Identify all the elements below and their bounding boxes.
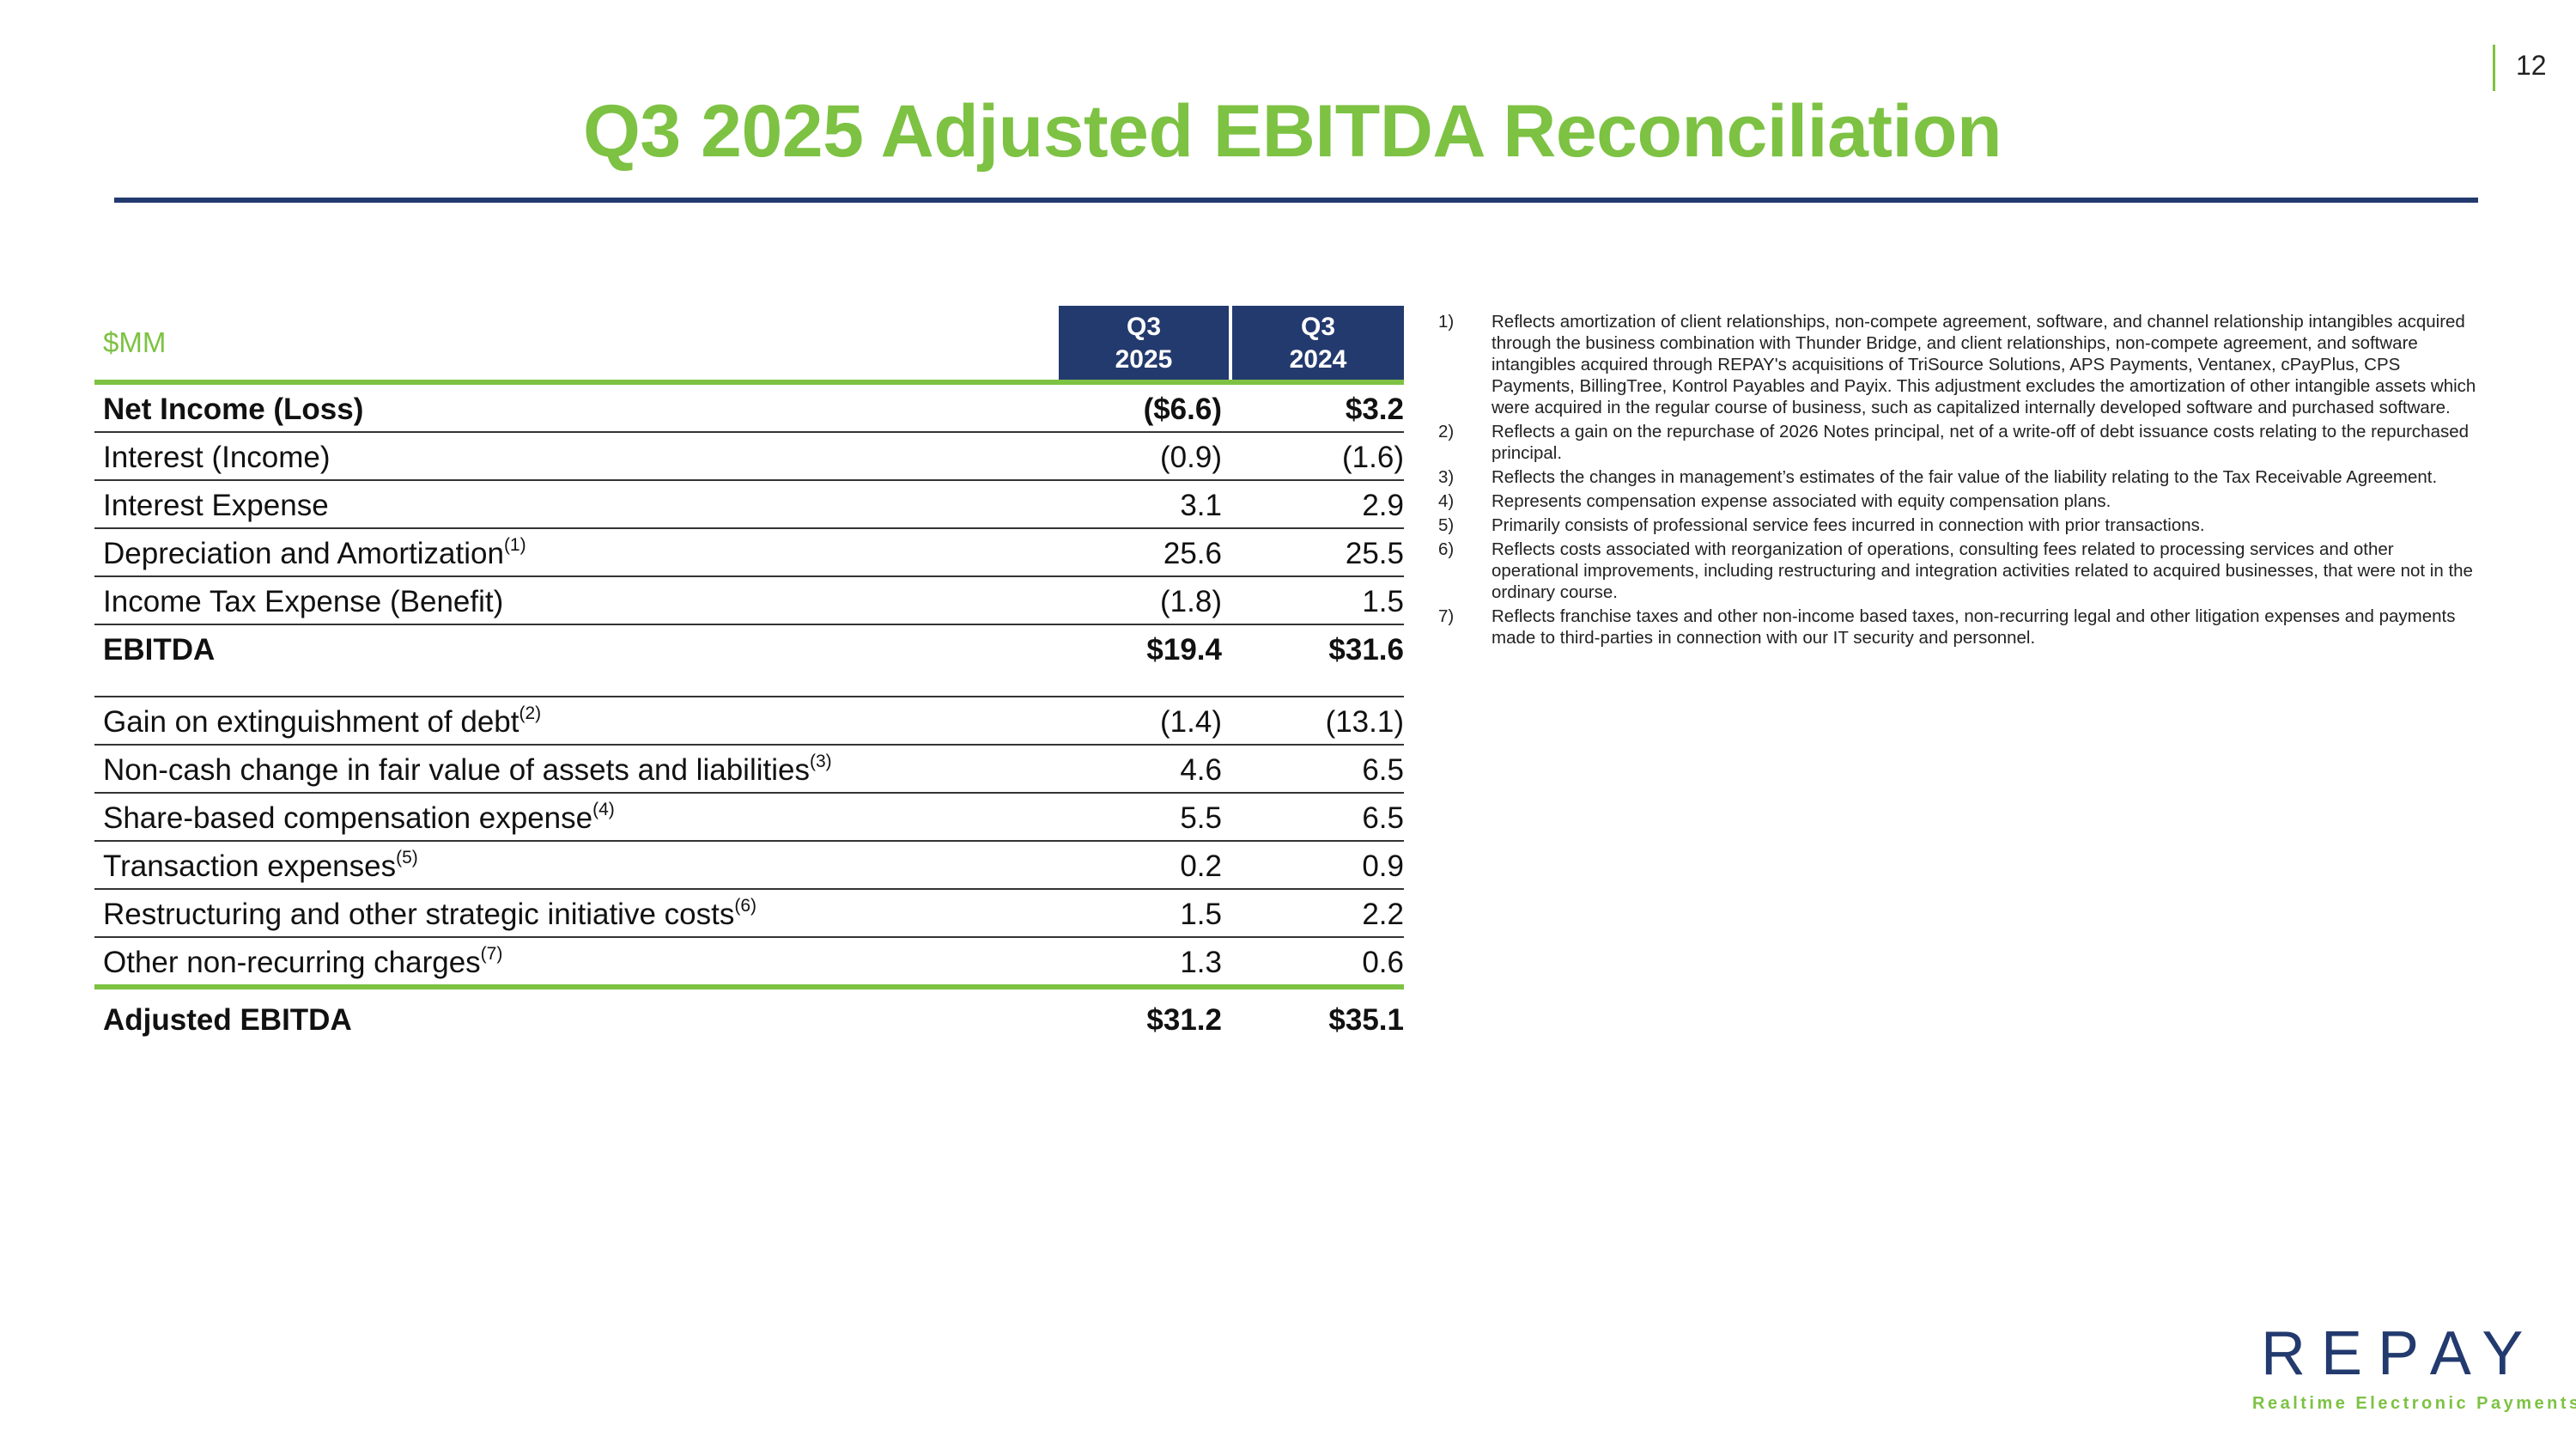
logo-tagline: Realtime Electronic Payments <box>2252 1394 2576 1413</box>
footnote-ref: (5) <box>396 848 418 868</box>
table-row: Share-based compensation expense(4) 5.5 … <box>94 794 1404 842</box>
value-q3-2025: (1.8) <box>1160 585 1222 618</box>
page-title: Q3 2025 Adjusted EBITDA Reconciliation <box>583 90 2002 173</box>
footnote-text: Primarily consists of professional servi… <box>1492 515 2205 535</box>
table-row: EBITDA $19.4 $31.6 <box>94 625 1404 697</box>
footnote-ref: (3) <box>809 752 832 771</box>
value-q3-2025: 1.5 <box>1180 898 1222 931</box>
value-q3-2024: 6.5 <box>1362 753 1404 787</box>
footnote-ref: (1) <box>503 535 526 555</box>
row-label: Depreciation and Amortization(1) <box>103 535 526 570</box>
value-q3-2024: (13.1) <box>1325 705 1404 739</box>
footnote-ref: (7) <box>480 944 503 964</box>
value-q3-2025: 25.6 <box>1163 537 1222 570</box>
value-q3-2024: 6.5 <box>1362 801 1404 835</box>
footnote-text: Reflects the changes in management’s est… <box>1492 467 2438 487</box>
table-row: Interest (Income) (0.9) (1.6) <box>94 433 1404 481</box>
column-header-q3-2025: Q3 2025 <box>1059 306 1229 380</box>
table-row: Other non-recurring charges(7) 1.3 0.6 <box>94 938 1404 984</box>
row-label: Income Tax Expense (Benefit) <box>103 585 504 618</box>
value-q3-2025: 5.5 <box>1180 801 1222 835</box>
table-header: $MM Q3 2025 Q3 2024 <box>94 306 1404 380</box>
value-q3-2025: 0.2 <box>1180 849 1222 883</box>
value-q3-2024: 2.2 <box>1362 898 1404 931</box>
page-number-divider <box>2493 45 2495 91</box>
table-row: Income Tax Expense (Benefit) (1.8) 1.5 <box>94 577 1404 625</box>
value-q3-2024: 0.6 <box>1362 946 1404 979</box>
footnote-ref: (4) <box>592 800 615 819</box>
value-q3-2025: $19.4 <box>1146 633 1222 667</box>
value-q3-2024: $31.6 <box>1328 633 1404 667</box>
table-row: Depreciation and Amortization(1) 25.6 25… <box>94 529 1404 577</box>
value-q3-2025: 4.6 <box>1180 753 1222 787</box>
footnotes: 1) Reflects amortization of client relati… <box>1438 311 2479 651</box>
row-label: Transaction expenses(5) <box>103 848 418 883</box>
row-label: Gain on extinguishment of debt(2) <box>103 703 542 739</box>
value-q3-2024: 2.9 <box>1362 489 1404 522</box>
column-header-line: 2025 <box>1115 345 1173 374</box>
row-label: Interest Expense <box>103 489 329 522</box>
header-green-rule <box>94 380 1404 385</box>
value-q3-2024: $3.2 <box>1345 393 1404 426</box>
logo-wordmark: REPAY <box>2261 1319 2539 1388</box>
table-row: Gain on extinguishment of debt(2) (1.4) … <box>94 697 1404 746</box>
value-q3-2025: ($6.6) <box>1143 393 1222 426</box>
table-row: Non-cash change in fair value of assets … <box>94 746 1404 794</box>
footnote-number: 5) <box>1438 515 1455 535</box>
unit-label: $MM <box>103 326 167 358</box>
column-header-line: Q3 <box>1126 313 1162 341</box>
footnote: 2) Reflects a gain on the repurchase of 2… <box>1438 421 2479 464</box>
footnote-number: 7) <box>1438 606 1455 626</box>
row-label: Restructuring and other strategic initia… <box>103 896 757 931</box>
footnote-ref: (2) <box>519 703 542 723</box>
column-header-line: Q3 <box>1300 313 1336 341</box>
footnote-text: Reflects franchise taxes and other non-i… <box>1492 606 2456 648</box>
row-label: Other non-recurring charges(7) <box>103 944 503 979</box>
table-row-total: Adjusted EBITDA $31.2 $35.1 <box>94 989 1404 1041</box>
column-header-line: 2024 <box>1289 345 1347 374</box>
footnote: 7) Reflects franchise taxes and other non… <box>1438 606 2479 648</box>
footnote-number: 6) <box>1438 539 1455 559</box>
table-row: Interest Expense 3.1 2.9 <box>94 481 1404 529</box>
footnote-ref: (6) <box>734 896 757 916</box>
footnote: 4) Represents compensation expense associ… <box>1438 490 2479 512</box>
column-header-q3-2024: Q3 2024 <box>1232 306 1404 380</box>
footnote-text: Reflects costs associated with reorganiz… <box>1492 539 2473 602</box>
footnote-text: Represents compensation expense associat… <box>1492 491 2111 511</box>
footnote: 3) Reflects the changes in management’s e… <box>1438 466 2479 488</box>
table-row: Restructuring and other strategic initia… <box>94 890 1404 938</box>
row-label: Net Income (Loss) <box>103 393 364 426</box>
value-q3-2025: 1.3 <box>1180 946 1222 979</box>
row-label: Adjusted EBITDA <box>103 1003 352 1037</box>
table-row: Transaction expenses(5) 0.2 0.9 <box>94 842 1404 890</box>
footnote-number: 1) <box>1438 312 1455 332</box>
page-number: 12 <box>2516 50 2547 81</box>
footnote: 1) Reflects amortization of client relati… <box>1438 311 2479 418</box>
table-row: Net Income (Loss) ($6.6) $3.2 <box>94 385 1404 433</box>
footnote-number: 4) <box>1438 491 1455 511</box>
value-q3-2025: $31.2 <box>1146 1003 1222 1037</box>
value-q3-2024: 1.5 <box>1362 585 1404 618</box>
value-q3-2025: (1.4) <box>1160 705 1222 739</box>
total-green-rule <box>94 984 1404 989</box>
value-q3-2024: 25.5 <box>1345 537 1404 570</box>
value-q3-2025: 3.1 <box>1180 489 1222 522</box>
footnote-number: 3) <box>1438 467 1455 487</box>
reconciliation-table: $MM Q3 2025 Q3 2024 Net Income (Loss) ($… <box>94 306 1404 1041</box>
repay-logo: REPAY Realtime Electronic Payments <box>2252 1318 2576 1422</box>
value-q3-2024: (1.6) <box>1342 441 1404 474</box>
row-label: Interest (Income) <box>103 441 331 474</box>
value-q3-2024: $35.1 <box>1328 1003 1404 1037</box>
row-label: Non-cash change in fair value of assets … <box>103 752 832 787</box>
footnote: 6) Reflects costs associated with reorgan… <box>1438 539 2479 603</box>
row-label: Share-based compensation expense(4) <box>103 800 615 835</box>
footnote-text: Reflects a gain on the repurchase of 202… <box>1492 422 2470 463</box>
title-underline <box>114 198 2478 203</box>
footnote-text: Reflects amortization of client relation… <box>1492 312 2476 417</box>
row-label: EBITDA <box>103 633 216 667</box>
footnote-number: 2) <box>1438 422 1455 441</box>
value-q3-2024: 0.9 <box>1362 849 1404 883</box>
footnote: 5) Primarily consists of professional ser… <box>1438 514 2479 536</box>
value-q3-2025: (0.9) <box>1160 441 1222 474</box>
